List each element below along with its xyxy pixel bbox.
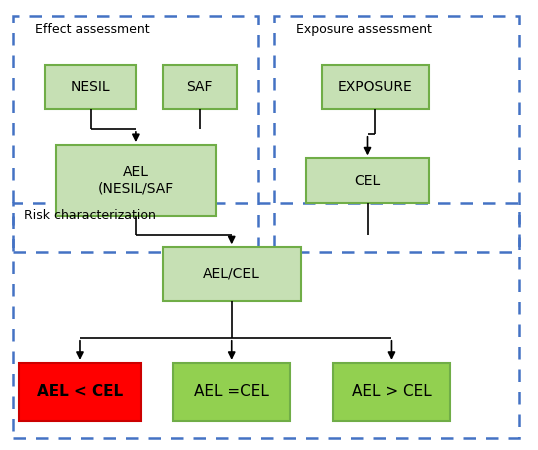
- Bar: [13, 16, 258, 252]
- Bar: [162, 247, 301, 301]
- Bar: [306, 158, 429, 203]
- Bar: [45, 65, 136, 109]
- Text: EXPOSURE: EXPOSURE: [338, 80, 413, 94]
- Bar: [13, 203, 519, 438]
- Text: Risk characterization: Risk characterization: [24, 209, 156, 222]
- Bar: [274, 16, 519, 252]
- Text: SAF: SAF: [187, 80, 213, 94]
- Bar: [19, 363, 141, 421]
- Bar: [56, 145, 216, 216]
- Text: CEL: CEL: [355, 174, 380, 188]
- Bar: [333, 363, 450, 421]
- Text: AEL/CEL: AEL/CEL: [203, 267, 260, 281]
- Text: AEL < CEL: AEL < CEL: [37, 384, 123, 399]
- Text: AEL =CEL: AEL =CEL: [194, 384, 269, 399]
- Text: Exposure assessment: Exposure assessment: [295, 23, 431, 36]
- Text: Effect assessment: Effect assessment: [35, 23, 150, 36]
- Text: AEL > CEL: AEL > CEL: [352, 384, 431, 399]
- Text: NESIL: NESIL: [71, 80, 110, 94]
- Text: AEL
(NESIL/SAF: AEL (NESIL/SAF: [98, 166, 174, 196]
- Bar: [173, 363, 291, 421]
- Bar: [322, 65, 429, 109]
- Bar: [162, 65, 237, 109]
